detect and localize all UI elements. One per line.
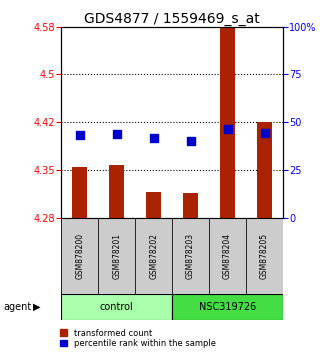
FancyBboxPatch shape [246,218,283,294]
Bar [183,194,198,218]
Text: control: control [100,302,133,312]
Text: NSC319726: NSC319726 [199,302,256,312]
FancyBboxPatch shape [209,218,246,294]
FancyBboxPatch shape [61,294,172,320]
Legend: transformed count, percentile rank within the sample: transformed count, percentile rank withi… [59,327,217,350]
FancyBboxPatch shape [135,218,172,294]
Point [225,126,230,131]
FancyBboxPatch shape [172,218,209,294]
Bar [257,122,272,218]
Bar [72,167,87,218]
Point [114,131,119,137]
Text: GSM878202: GSM878202 [149,233,158,279]
Bar [109,165,124,218]
Point [151,135,156,141]
FancyBboxPatch shape [98,218,135,294]
Point [188,138,193,144]
Text: agent: agent [3,302,31,312]
Title: GDS4877 / 1559469_s_at: GDS4877 / 1559469_s_at [84,12,260,25]
Text: GSM878203: GSM878203 [186,233,195,279]
Text: ▶: ▶ [33,302,41,312]
Bar [146,192,161,218]
FancyBboxPatch shape [61,218,98,294]
Text: GSM878201: GSM878201 [112,233,121,279]
Text: GSM878205: GSM878205 [260,233,269,279]
FancyBboxPatch shape [172,294,283,320]
Text: GSM878200: GSM878200 [75,233,84,279]
Point [262,130,267,136]
Point [77,132,82,138]
Text: GSM878204: GSM878204 [223,233,232,279]
Bar [220,27,235,218]
